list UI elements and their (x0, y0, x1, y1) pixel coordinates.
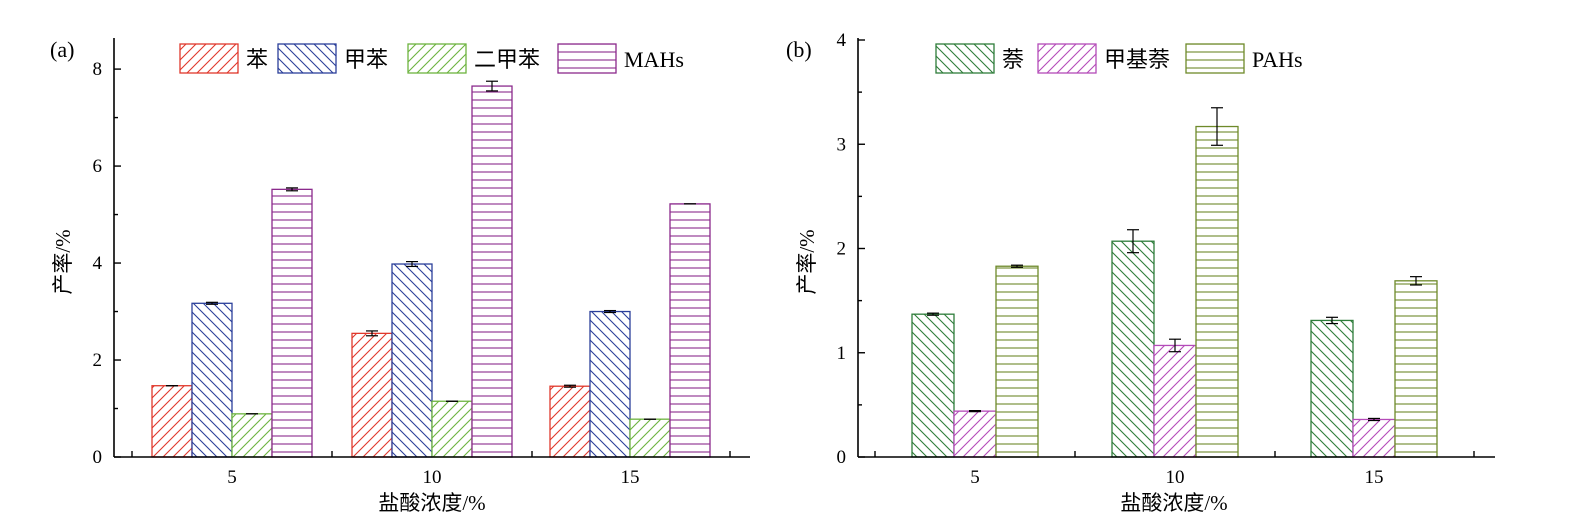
error-bar-甲苯-10 (406, 260, 418, 268)
axes-b: 0 1 2 3 4 5 10 15 (837, 30, 1495, 488)
x-tick-label-5: 5 (970, 467, 980, 488)
legend-swatch (1185, 43, 1245, 74)
legend-item-MAHs: MAHs (557, 43, 684, 74)
legend-label: MAHs (624, 47, 684, 72)
legend-label: 萘 (1002, 47, 1024, 72)
legend-item-二甲苯: 二甲苯 (407, 43, 540, 74)
bar-萘-5 (911, 313, 955, 458)
axes-a: 0 2 4 6 8 5 10 15 (93, 38, 750, 488)
bar-苯-5 (151, 385, 193, 458)
legend-b: 萘 甲基萘 PAHs (935, 43, 1303, 74)
x-tick-label-10: 10 (423, 467, 442, 488)
y-tick-label-4: 4 (837, 30, 847, 51)
bar-MAHs-15 (669, 203, 711, 458)
legend-label: 甲基萘 (1104, 47, 1170, 72)
legend-label: 甲苯 (344, 47, 388, 72)
legend-label: PAHs (1252, 47, 1303, 72)
legend-item-甲苯: 甲苯 (277, 43, 388, 74)
error-bar-萘-10 (1127, 229, 1139, 254)
bar-苯-10 (351, 332, 393, 458)
error-bar-甲基萘-5 (969, 410, 981, 413)
chart-panel-a: (a) 苯 甲苯 二甲苯 MAHs 0 2 4 6 8 5 10 15 产率/% 盐酸浓度/% (50, 37, 750, 515)
bar-甲基萘-15 (1352, 418, 1396, 458)
y-tick-label-2: 2 (837, 239, 847, 260)
y-tick-label-1: 1 (837, 343, 847, 364)
error-bar-MAHs-10 (486, 80, 498, 92)
bar-甲苯-10 (391, 263, 433, 458)
error-bar-MAHs-5 (286, 187, 298, 192)
x-tick-label-15: 15 (621, 467, 640, 488)
legend-a: 苯 甲苯 二甲苯 MAHs (179, 43, 684, 74)
error-bar-PAHs-5 (1011, 264, 1023, 268)
legend-label: 苯 (246, 47, 268, 72)
bar-萘-15 (1310, 319, 1354, 458)
bar-甲基萘-5 (953, 410, 997, 458)
y-tick-label-4: 4 (93, 253, 103, 274)
bar-二甲苯-15 (629, 418, 671, 458)
legend-item-萘: 萘 (935, 43, 1024, 74)
legend-item-PAHs: PAHs (1185, 43, 1303, 74)
legend-swatch (557, 43, 617, 74)
legend-label: 二甲苯 (474, 47, 540, 72)
error-bar-甲基萘-10 (1169, 338, 1181, 353)
y-axis-title-b: 产率/% (795, 229, 819, 294)
bar-甲苯-15 (589, 310, 631, 458)
x-axis-title-a: 盐酸浓度/% (378, 491, 485, 515)
legend-swatch (1037, 43, 1097, 74)
x-axis-title-b: 盐酸浓度/% (1120, 491, 1227, 515)
bar-萘-10 (1111, 240, 1155, 458)
bar-PAHs-5 (995, 265, 1039, 458)
y-axis-title-a: 产率/% (51, 229, 75, 294)
bar-二甲苯-10 (431, 400, 473, 458)
bar-MAHs-5 (271, 188, 313, 458)
legend-swatch (407, 43, 467, 74)
error-bar-甲苯-5 (206, 301, 218, 305)
bar-甲基萘-10 (1153, 344, 1197, 458)
legend-item-苯: 苯 (179, 43, 268, 74)
legend-item-甲基萘: 甲基萘 (1037, 43, 1170, 74)
chart-panel-b: (b) 萘 甲基萘 PAHs 0 1 2 3 4 5 10 15 产率/% 盐酸浓度/% (786, 30, 1495, 515)
error-bar-PAHs-15 (1410, 276, 1422, 286)
legend-swatch (935, 43, 995, 74)
y-tick-label-2: 2 (93, 350, 103, 371)
bars-b (911, 107, 1438, 458)
bar-二甲苯-5 (231, 413, 273, 458)
legend-swatch (179, 43, 239, 74)
error-bar-PAHs-10 (1211, 107, 1223, 146)
y-tick-label-8: 8 (93, 59, 103, 80)
x-tick-label-10: 10 (1166, 467, 1185, 488)
bar-苯-15 (549, 385, 591, 458)
error-bar-萘-15 (1326, 316, 1338, 325)
bar-甲苯-5 (191, 302, 233, 458)
error-bar-苯-15 (564, 384, 576, 388)
bars-a (151, 80, 711, 458)
x-tick-label-15: 15 (1365, 467, 1384, 488)
error-bar-甲苯-15 (604, 309, 616, 314)
error-bar-萘-5 (927, 312, 939, 316)
panel-label-a: (a) (50, 37, 74, 62)
y-tick-label-0: 0 (837, 447, 847, 468)
bar-MAHs-10 (471, 85, 513, 458)
y-tick-label-3: 3 (837, 134, 847, 155)
panel-label-b: (b) (786, 37, 812, 62)
legend-swatch (277, 43, 337, 74)
error-bar-甲基萘-15 (1368, 417, 1380, 422)
bar-PAHs-15 (1394, 280, 1438, 458)
y-tick-label-0: 0 (93, 447, 103, 468)
bar-PAHs-10 (1195, 125, 1239, 458)
y-tick-label-6: 6 (93, 156, 103, 177)
x-tick-label-5: 5 (227, 467, 237, 488)
error-bar-苯-10 (366, 330, 378, 337)
